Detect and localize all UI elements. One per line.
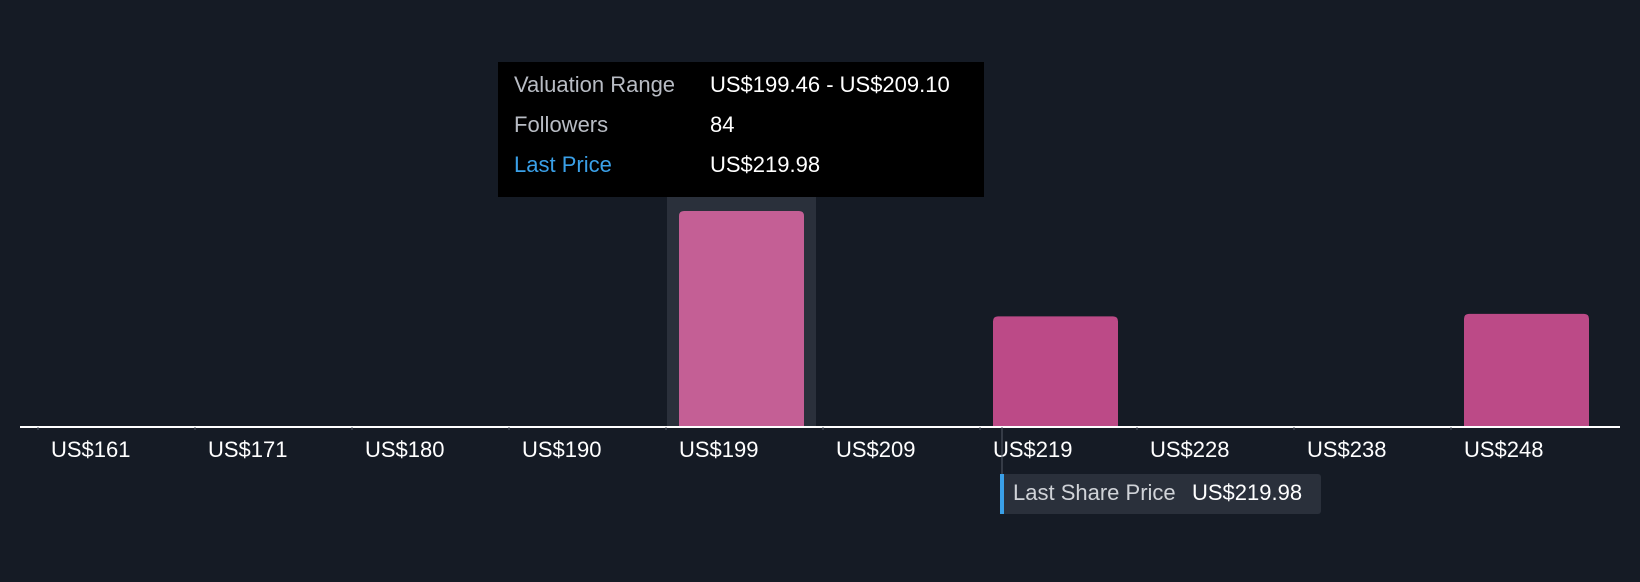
x-tick-label: US$161	[51, 437, 131, 462]
x-tick-label: US$219	[993, 437, 1073, 462]
bar	[1464, 313, 1589, 427]
x-tick-label: US$228	[1150, 437, 1230, 462]
x-tick-label: US$190	[522, 437, 602, 462]
x-labels: US$161 US$171 US$180 US$190 US$199 US$209 US$2…	[37, 427, 1544, 462]
x-tick-label: US$180	[365, 437, 445, 462]
tooltip-value: 84	[710, 112, 734, 137]
annotation-label: Last Share Price	[1013, 480, 1176, 505]
tooltip-label: Followers	[514, 112, 608, 137]
tooltip-value: US$219.98	[710, 152, 820, 177]
x-tick-label: US$171	[208, 437, 288, 462]
bar	[993, 316, 1118, 427]
annotation-box	[1000, 474, 1321, 514]
x-tick-label: US$238	[1307, 437, 1387, 462]
tooltip-label: Valuation Range	[514, 72, 675, 97]
tooltip	[498, 62, 984, 197]
bar	[679, 211, 804, 427]
tooltip-label: Last Price	[514, 152, 612, 177]
x-tick-label: US$248	[1464, 437, 1544, 462]
annotation-value: US$219.98	[1192, 480, 1302, 505]
annotation-marker	[1000, 474, 1004, 514]
x-tick-label: US$199	[679, 437, 759, 462]
tooltip-value: US$199.46 - US$209.10	[710, 72, 950, 97]
bars	[679, 211, 1589, 427]
x-tick-label: US$209	[836, 437, 916, 462]
